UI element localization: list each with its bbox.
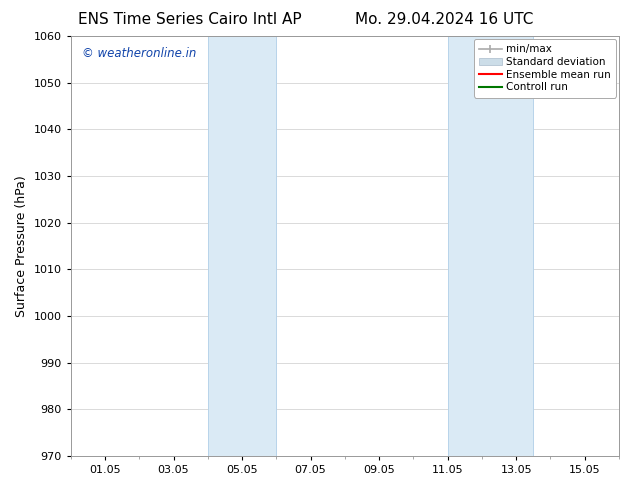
Text: © weatheronline.in: © weatheronline.in bbox=[82, 47, 196, 60]
Text: ENS Time Series Cairo Intl AP: ENS Time Series Cairo Intl AP bbox=[79, 12, 302, 27]
Bar bbox=[448, 36, 533, 456]
Y-axis label: Surface Pressure (hPa): Surface Pressure (hPa) bbox=[15, 175, 28, 317]
Legend: min/max, Standard deviation, Ensemble mean run, Controll run: min/max, Standard deviation, Ensemble me… bbox=[474, 39, 616, 98]
Bar bbox=[208, 36, 276, 456]
Text: Mo. 29.04.2024 16 UTC: Mo. 29.04.2024 16 UTC bbox=[354, 12, 533, 27]
